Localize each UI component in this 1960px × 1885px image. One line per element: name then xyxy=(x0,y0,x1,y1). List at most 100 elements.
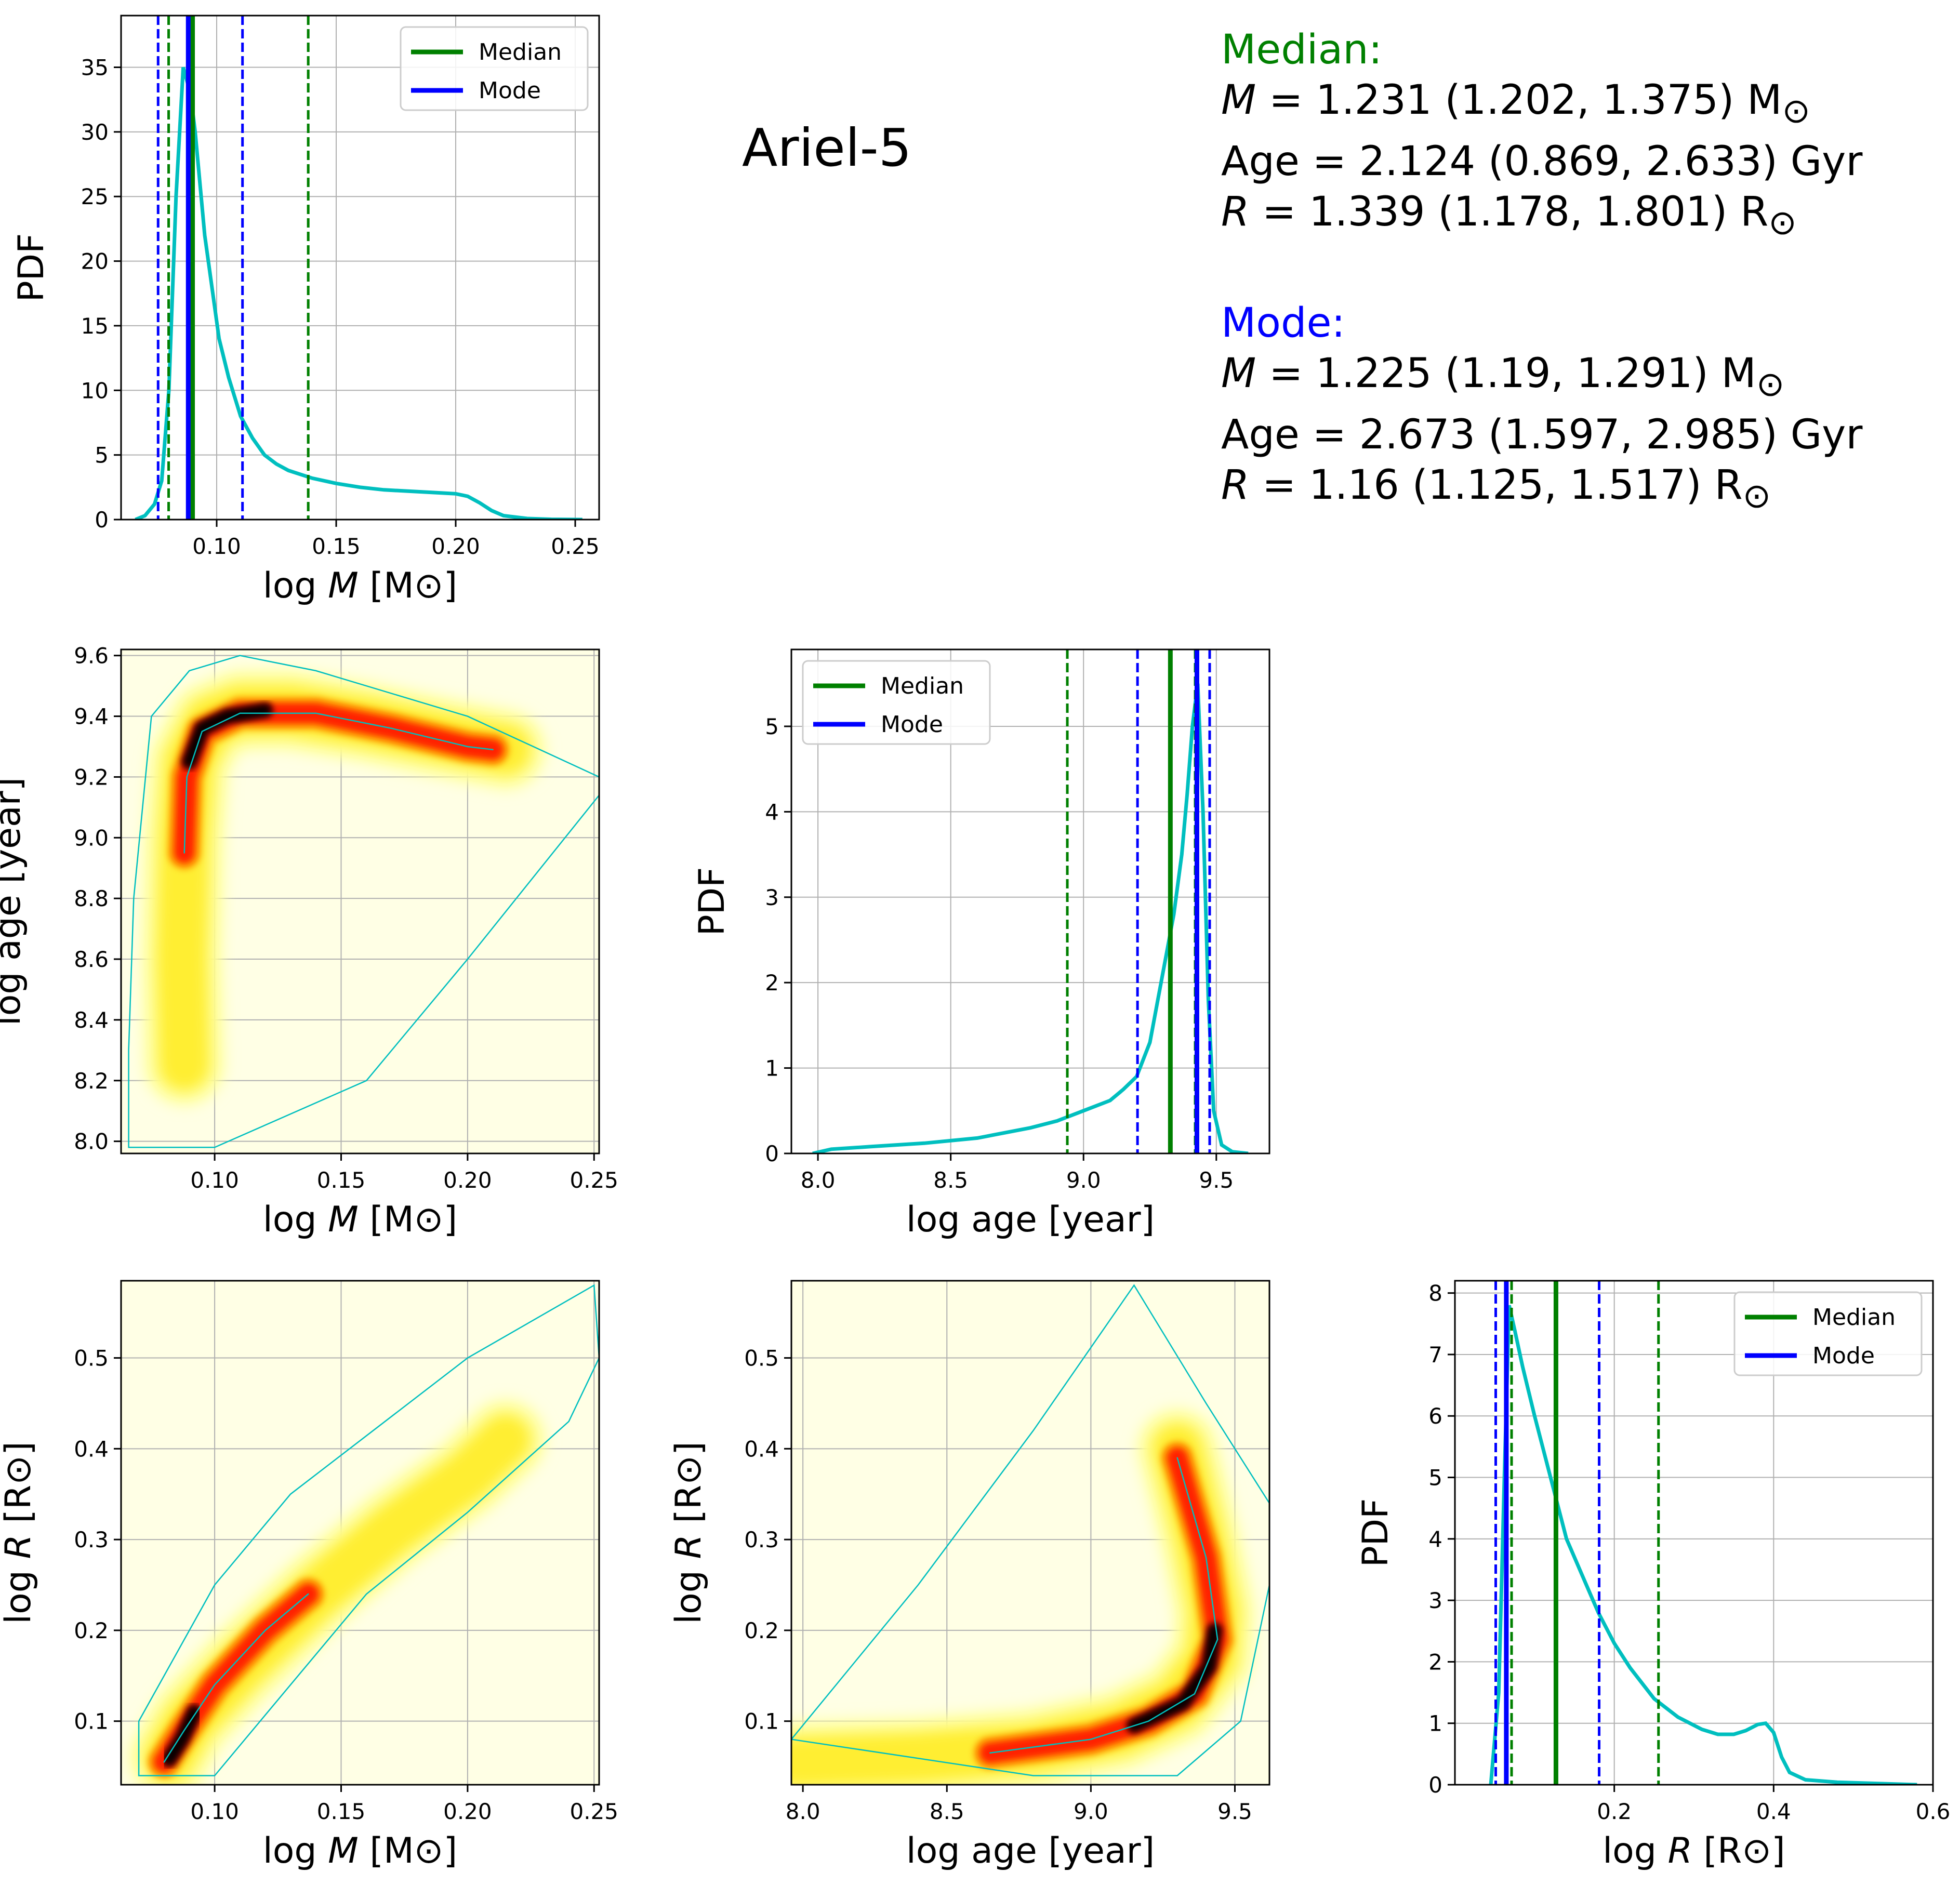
x-tick-label: 0.15 xyxy=(317,1799,366,1824)
y-tick-label: 8.8 xyxy=(74,886,109,911)
y-tick-label: 0.5 xyxy=(744,1346,779,1371)
x-tick-label: 0.20 xyxy=(431,534,480,559)
star-name-title: Ariel-5 xyxy=(742,117,912,178)
inner-contour xyxy=(163,1593,309,1763)
y-tick-label: 8.4 xyxy=(74,1007,109,1033)
axes-frame xyxy=(790,1280,1270,1786)
x-tick-label: 0.10 xyxy=(190,1799,239,1824)
y-tick-label: 4 xyxy=(765,799,779,825)
x-tick-label: 9.5 xyxy=(1217,1799,1252,1824)
x-tick-label: 0.15 xyxy=(317,1167,366,1193)
median-mass-symbol: M xyxy=(1221,77,1256,124)
legend-label: Mode xyxy=(881,711,943,738)
y-tick-label: 0.3 xyxy=(744,1527,779,1552)
x-axis-label: log M [M⊙] xyxy=(263,1199,457,1240)
y-tick-label: 0.4 xyxy=(74,1436,109,1462)
pdf-curve xyxy=(812,683,1249,1153)
y-tick-label: 20 xyxy=(81,249,109,274)
axes-frame xyxy=(1454,1280,1934,1786)
y-tick-label: 8.6 xyxy=(74,947,109,972)
x-tick-label: 0.20 xyxy=(443,1167,492,1193)
density-area xyxy=(128,655,599,1148)
median-heading: Median: xyxy=(1221,26,1382,73)
y-tick-label: 0.5 xyxy=(74,1346,109,1371)
legend-label: Mode xyxy=(479,77,541,104)
x-tick-label: 8.0 xyxy=(786,1799,820,1824)
mode-age-line: Age = 2.673 (1.597, 2.985) Gyr xyxy=(1221,411,1863,458)
y-axis-label: PDF xyxy=(692,867,733,936)
y-tick-label: 1 xyxy=(765,1056,779,1081)
y-tick-label: 10 xyxy=(81,378,109,403)
y-tick-label: 7 xyxy=(1428,1342,1442,1368)
pdf-curve xyxy=(1489,1305,1917,1785)
y-tick-label: 5 xyxy=(765,714,779,739)
legend: Median Mode xyxy=(400,26,589,111)
y-tick-label: 0.1 xyxy=(744,1709,779,1734)
x-tick-label: 0.10 xyxy=(190,1167,239,1193)
sun-symbol: ⊙ xyxy=(1782,91,1810,131)
axes-frame xyxy=(120,1280,600,1786)
y-tick-label: 15 xyxy=(81,313,109,339)
median-mass-line: M = 1.231 (1.202, 1.375) M⊙ xyxy=(1221,75,1862,137)
legend: Median Mode xyxy=(1733,1291,1923,1376)
x-tick-label: 9.0 xyxy=(1066,1167,1101,1193)
x-tick-label: 0.15 xyxy=(312,534,361,559)
x-tick-label: 9.5 xyxy=(1199,1167,1234,1193)
y-tick-label: 9.4 xyxy=(74,704,109,729)
axes-frame xyxy=(790,648,1270,1154)
y-tick-label: 0.2 xyxy=(744,1618,779,1643)
sun-symbol: ⊙ xyxy=(1756,365,1785,404)
y-tick-label: 9.6 xyxy=(74,643,109,669)
x-tick-label: 9.0 xyxy=(1074,1799,1108,1824)
y-tick-label: 0 xyxy=(765,1141,779,1166)
mode-mass-symbol: M xyxy=(1221,350,1256,397)
x-axis-label: log R [R⊙] xyxy=(1603,1830,1785,1871)
y-tick-label: 0.2 xyxy=(74,1618,109,1643)
y-tick-label: 3 xyxy=(765,885,779,910)
median-radius-value: = 1.339 (1.178, 1.801) R xyxy=(1249,188,1769,235)
outer-contour xyxy=(128,655,599,1148)
outer-contour xyxy=(791,1284,1269,1776)
x-tick-label: 0.10 xyxy=(192,534,241,559)
mode-mass-line: M = 1.225 (1.19, 1.291) M⊙ xyxy=(1221,349,1862,410)
mode-radius-symbol: R xyxy=(1221,461,1250,509)
y-tick-label: 0.4 xyxy=(744,1436,779,1462)
pdf-panel-mass_pdf: 0.10 0.15 0.20 0.25 0 5 10 15 20 25 30 35 log M [M⊙]… xyxy=(11,15,600,606)
x-tick-label: 0.2 xyxy=(1597,1799,1632,1824)
median-radius-symbol: R xyxy=(1221,188,1250,235)
y-tick-label: 8.2 xyxy=(74,1068,109,1094)
x-tick-label: 8.0 xyxy=(801,1167,836,1193)
x-tick-label: 0.20 xyxy=(443,1799,492,1824)
y-tick-label: 0 xyxy=(95,507,109,533)
x-tick-label: 0.25 xyxy=(551,534,600,559)
y-tick-label: 5 xyxy=(1428,1465,1442,1491)
mode-radius-value: = 1.16 (1.125, 1.517) R xyxy=(1249,461,1743,509)
density-area xyxy=(129,1284,599,1785)
median-radius-line: R = 1.339 (1.178, 1.801) R⊙ xyxy=(1221,187,1862,248)
y-tick-label: 2 xyxy=(765,970,779,995)
x-axis-label: log age [year] xyxy=(906,1199,1155,1240)
y-tick-label: 8 xyxy=(1428,1281,1442,1306)
sun-symbol: ⊙ xyxy=(1742,476,1771,516)
y-tick-label: 8.0 xyxy=(74,1129,109,1154)
mode-mass-value: = 1.225 (1.19, 1.291) M xyxy=(1256,350,1756,397)
heatmap-panel-mass_age_2d: 0.10 0.15 0.20 0.25 8.0 8.2 8.4 8.6 8.8 9.0 9.2 9.4… xyxy=(0,643,618,1240)
density-max xyxy=(1129,1626,1220,1731)
pdf-curve xyxy=(135,67,582,520)
legend: Median Mode xyxy=(802,660,991,745)
x-tick-label: 0.6 xyxy=(1916,1799,1951,1824)
axes-frame xyxy=(120,648,600,1154)
y-axis-label: PDF xyxy=(11,233,52,302)
y-tick-label: 4 xyxy=(1428,1526,1442,1552)
y-axis-label: log R [R⊙] xyxy=(668,1441,709,1624)
x-tick-label: 8.5 xyxy=(933,1167,968,1193)
legend-label: Median xyxy=(1812,1304,1896,1331)
sun-symbol: ⊙ xyxy=(1768,203,1797,243)
y-tick-label: 30 xyxy=(81,120,109,145)
heatmap-panel-age_radius_2d: 8.0 8.5 9.0 9.5 0.1 0.2 0.3 0.4 0.5 log age [year… xyxy=(668,1280,1270,1871)
y-axis-label: PDF xyxy=(1355,1498,1396,1567)
y-tick-label: 35 xyxy=(81,55,109,80)
plot-area xyxy=(1489,1281,1917,1785)
x-axis-label: log M [M⊙] xyxy=(263,565,457,606)
